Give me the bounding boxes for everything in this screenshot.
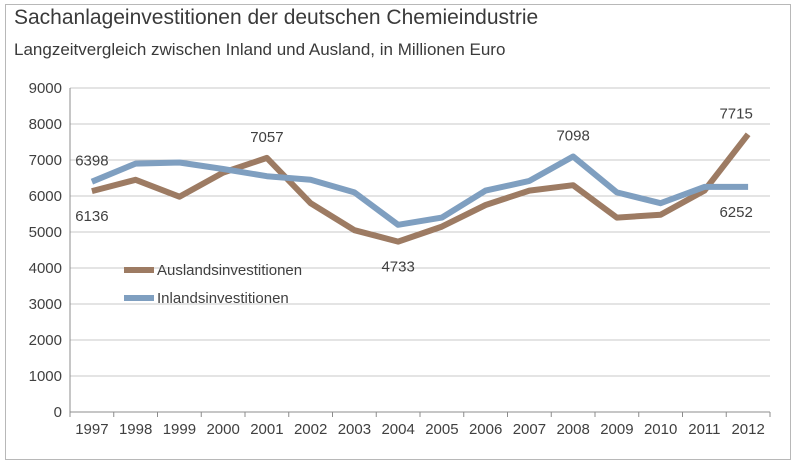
chart-subtitle: Langzeitvergleich zwischen Inland und Au…: [14, 40, 506, 59]
data-label: 4733: [381, 259, 414, 276]
legend: Auslandsinvestitionen Inlandsinvestitione…: [124, 262, 302, 307]
data-label: 7715: [719, 105, 752, 122]
x-tick-label: 2008: [556, 421, 589, 438]
y-axis-ticks: 0 1000 2000 3000 4000 5000 6000 7000 8000 9000: [29, 80, 62, 421]
y-tick-label: 2000: [29, 332, 62, 349]
y-tick-label: 1000: [29, 368, 62, 385]
gridlines: [69, 87, 770, 413]
x-axis-ticks: 1997 1998 1999 2000 2001 2002 2003 2004 2005 2006…: [69, 412, 771, 438]
x-tick-label: 2012: [731, 421, 764, 438]
y-tick-label: 4000: [29, 260, 62, 277]
x-tick-label: 1999: [163, 421, 196, 438]
y-tick-label: 0: [54, 404, 62, 421]
series-line-auslandsinvestitionen: [91, 132, 751, 245]
data-labels: 6136 6398 7057 4733 7098 7715 6252: [75, 105, 753, 275]
y-tick-label: 8000: [29, 116, 62, 133]
data-label: 6398: [75, 153, 108, 170]
x-tick-label: 2003: [338, 421, 371, 438]
series-line-inlandsinvestitionen: [90, 153, 749, 228]
data-label: 7057: [250, 129, 283, 146]
data-label: 6252: [719, 204, 752, 221]
data-label: 6136: [75, 208, 108, 225]
y-tick-label: 7000: [29, 152, 62, 169]
y-tick-label: 3000: [29, 296, 62, 313]
data-label: 7098: [556, 127, 589, 144]
y-tick-label: 6000: [29, 188, 62, 205]
x-tick-label: 2005: [425, 421, 458, 438]
y-tick-label: 9000: [29, 80, 62, 97]
x-tick-label: 2007: [513, 421, 546, 438]
legend-label: Auslandsinvestitionen: [157, 262, 302, 279]
x-tick-label: 2001: [250, 421, 283, 438]
x-tick-label: 2004: [381, 421, 414, 438]
x-tick-label: 2011: [688, 421, 720, 438]
x-tick-label: 2000: [206, 421, 239, 438]
y-tick-label: 5000: [29, 224, 62, 241]
x-tick-label: 1997: [75, 421, 108, 438]
series-lines: [90, 132, 751, 245]
x-tick-label: 1998: [119, 421, 152, 438]
x-tick-label: 2009: [600, 421, 633, 438]
x-tick-label: 2010: [644, 421, 677, 438]
x-tick-label: 2002: [294, 421, 327, 438]
x-tick-label: 2006: [469, 421, 502, 438]
chart-title: Sachanlageinvestitionen der deutschen Ch…: [14, 6, 539, 29]
legend-label: Inlandsinvestitionen: [157, 290, 289, 307]
